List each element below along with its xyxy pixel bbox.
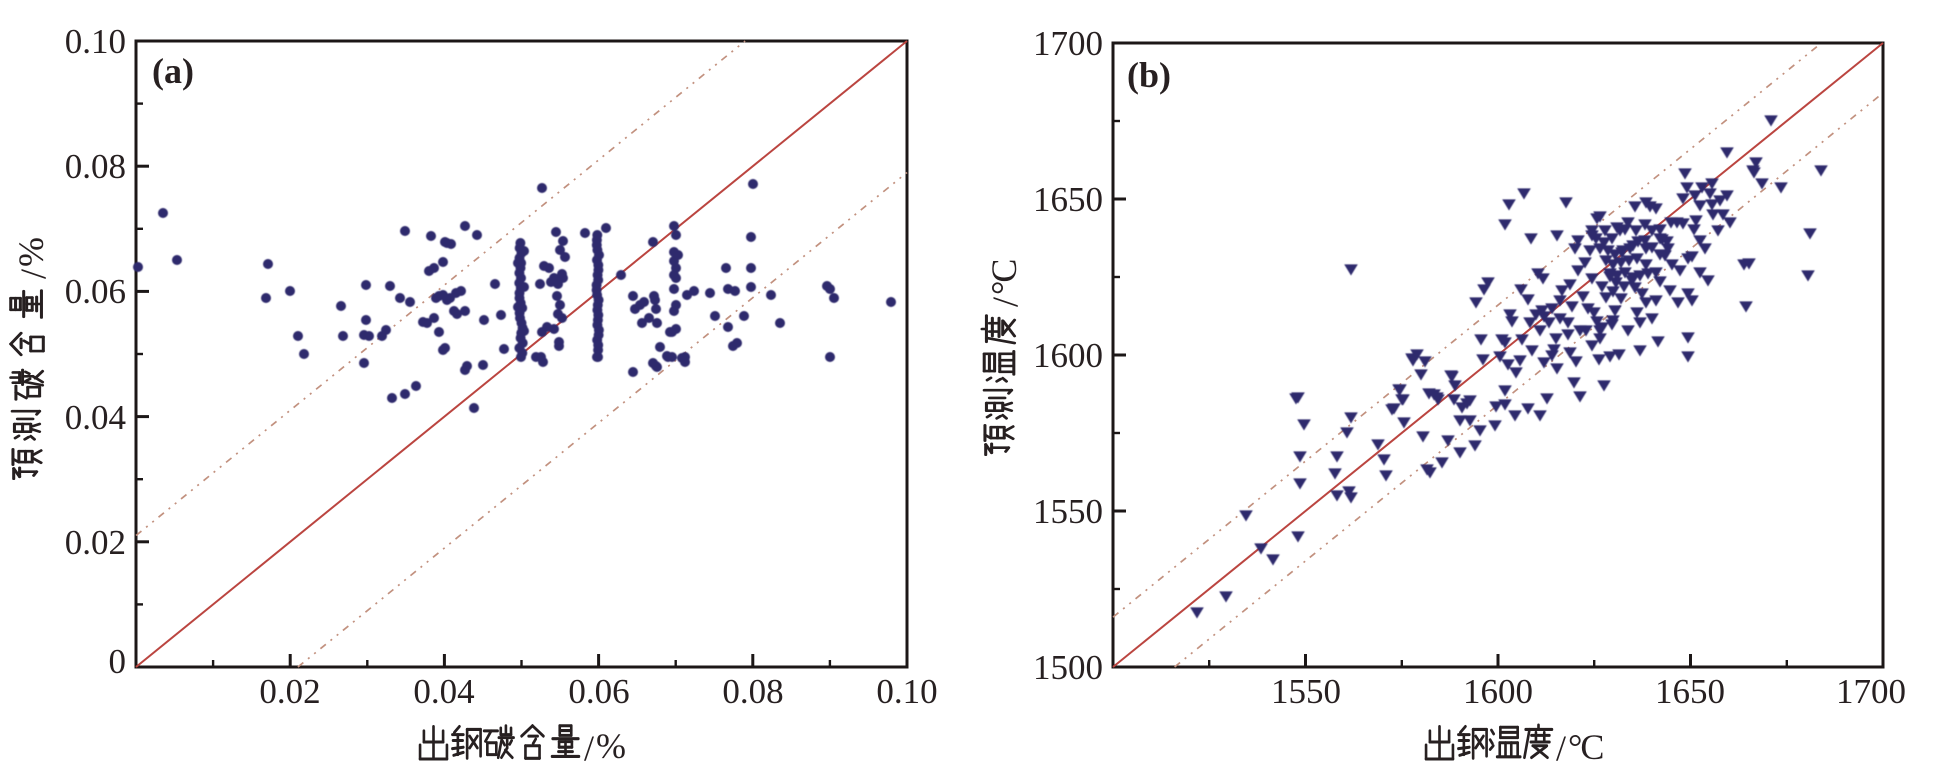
svg-text:(b): (b) (1127, 55, 1171, 95)
svg-text:1600: 1600 (1463, 672, 1533, 711)
svg-text:/: / (584, 728, 594, 768)
svg-text:1700: 1700 (1033, 24, 1103, 63)
svg-text:%: % (596, 726, 626, 766)
svg-text:/: / (1556, 728, 1566, 768)
svg-text:0.04: 0.04 (65, 398, 126, 437)
svg-text:%: % (11, 237, 51, 267)
svg-text:1550: 1550 (1033, 492, 1103, 531)
svg-text:0.02: 0.02 (259, 672, 320, 711)
svg-text:°C: °C (1568, 727, 1603, 767)
svg-text:0.10: 0.10 (876, 672, 937, 711)
svg-text:0.08: 0.08 (722, 672, 783, 711)
svg-text:/: / (985, 297, 1025, 307)
svg-text:0.08: 0.08 (65, 147, 126, 186)
svg-text:1700: 1700 (1836, 672, 1906, 711)
svg-text:0: 0 (109, 642, 127, 681)
svg-text:1500: 1500 (1033, 648, 1103, 687)
svg-text:/: / (13, 269, 53, 279)
svg-text:1650: 1650 (1033, 180, 1103, 219)
svg-text:0.06: 0.06 (568, 672, 629, 711)
svg-text:(a): (a) (152, 51, 194, 91)
svg-text:0.06: 0.06 (65, 272, 126, 311)
svg-text:1550: 1550 (1271, 672, 1341, 711)
svg-text:0.02: 0.02 (65, 523, 126, 562)
svg-text:1600: 1600 (1033, 336, 1103, 375)
svg-text:0.04: 0.04 (413, 672, 474, 711)
svg-text:0.10: 0.10 (65, 22, 126, 61)
svg-text:1650: 1650 (1655, 672, 1725, 711)
svg-text:°C: °C (984, 260, 1024, 295)
